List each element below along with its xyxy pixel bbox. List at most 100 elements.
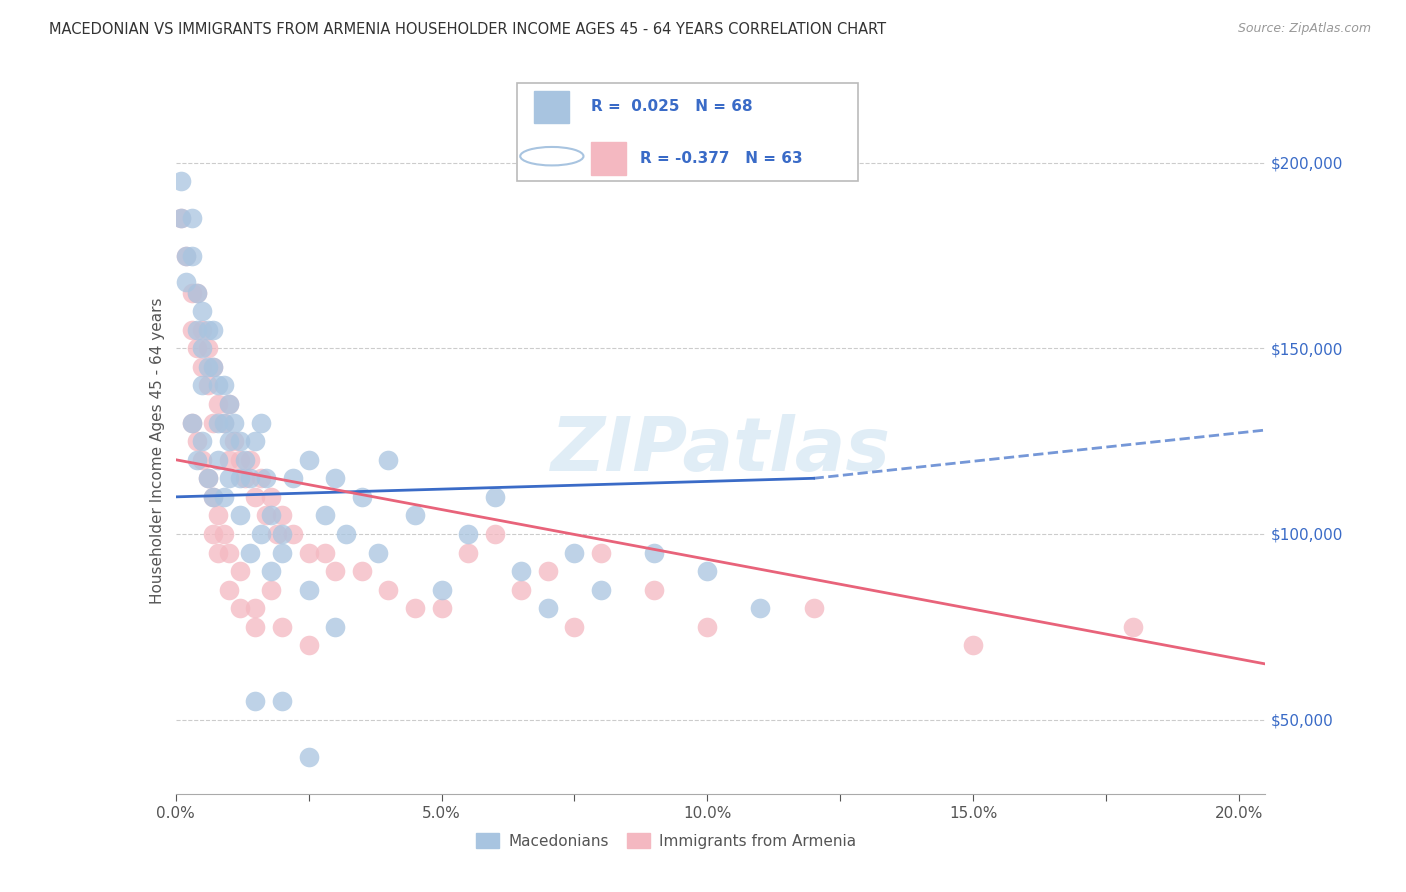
Point (191, 452, 214, 467)
Point (201, 359, 224, 374)
Point (260, 508, 283, 523)
Text: R = -0.377   N = 63: R = -0.377 N = 63 (640, 151, 803, 166)
Point (249, 416, 271, 430)
Point (484, 490, 506, 504)
Point (803, 601, 825, 615)
Point (457, 545, 479, 559)
Point (197, 378, 219, 392)
Point (249, 471, 271, 485)
Circle shape (520, 147, 583, 165)
Point (201, 323, 224, 337)
Point (176, 275, 198, 289)
Point (749, 601, 772, 615)
Point (271, 545, 294, 559)
Point (484, 527, 506, 541)
Point (228, 564, 250, 578)
Point (239, 545, 262, 559)
Point (1121, 620, 1143, 634)
Point (191, 378, 214, 392)
Text: R =  0.025   N = 68: R = 0.025 N = 68 (591, 99, 752, 114)
Point (254, 508, 277, 523)
Point (186, 434, 208, 449)
Point (186, 285, 208, 300)
Point (201, 527, 224, 541)
Point (191, 359, 214, 374)
Point (224, 416, 246, 430)
Point (314, 545, 336, 559)
Point (212, 527, 235, 541)
Point (298, 639, 321, 653)
Point (197, 323, 219, 337)
Point (271, 694, 294, 708)
Text: Source: ZipAtlas.com: Source: ZipAtlas.com (1237, 22, 1371, 36)
Bar (534, 91, 569, 123)
Point (510, 564, 533, 578)
Point (191, 304, 214, 318)
Point (298, 749, 321, 764)
Point (218, 452, 240, 467)
Point (239, 452, 262, 467)
Point (201, 359, 224, 374)
Point (218, 397, 240, 411)
Legend: Macedonians, Immigrants from Armenia: Macedonians, Immigrants from Armenia (470, 827, 862, 855)
Point (212, 378, 235, 392)
Point (537, 564, 560, 578)
Point (510, 582, 533, 597)
Point (191, 342, 214, 356)
Point (298, 545, 321, 559)
Point (323, 620, 346, 634)
Point (212, 490, 235, 504)
Point (218, 434, 240, 449)
Bar (591, 142, 626, 175)
Point (696, 564, 718, 578)
Point (962, 639, 984, 653)
Point (207, 452, 229, 467)
Point (191, 323, 214, 337)
Point (197, 342, 219, 356)
Point (201, 490, 224, 504)
Point (207, 508, 229, 523)
Point (176, 248, 198, 262)
Point (564, 545, 586, 559)
Point (186, 452, 208, 467)
Point (180, 248, 202, 262)
Point (233, 452, 256, 467)
Point (271, 508, 294, 523)
Point (218, 582, 240, 597)
Point (228, 452, 250, 467)
Point (404, 601, 426, 615)
Point (254, 471, 277, 485)
Point (207, 416, 229, 430)
Point (245, 601, 267, 615)
Point (271, 620, 294, 634)
Point (696, 620, 718, 634)
Point (218, 471, 240, 485)
Text: ZIPatlas: ZIPatlas (551, 414, 890, 487)
FancyBboxPatch shape (517, 83, 858, 181)
Point (298, 582, 321, 597)
Point (186, 342, 208, 356)
Point (298, 452, 321, 467)
Point (197, 471, 219, 485)
Point (271, 527, 294, 541)
Point (377, 452, 399, 467)
Point (180, 416, 202, 430)
Point (589, 582, 612, 597)
Point (643, 545, 665, 559)
Point (201, 490, 224, 504)
Point (430, 582, 453, 597)
Point (186, 323, 208, 337)
Point (212, 416, 235, 430)
Point (207, 378, 229, 392)
Point (350, 490, 373, 504)
Point (207, 397, 229, 411)
Point (281, 527, 304, 541)
Point (643, 582, 665, 597)
Point (218, 397, 240, 411)
Point (239, 471, 262, 485)
Point (176, 248, 198, 262)
Point (260, 582, 283, 597)
Point (260, 564, 283, 578)
Point (207, 545, 229, 559)
Point (180, 211, 202, 226)
